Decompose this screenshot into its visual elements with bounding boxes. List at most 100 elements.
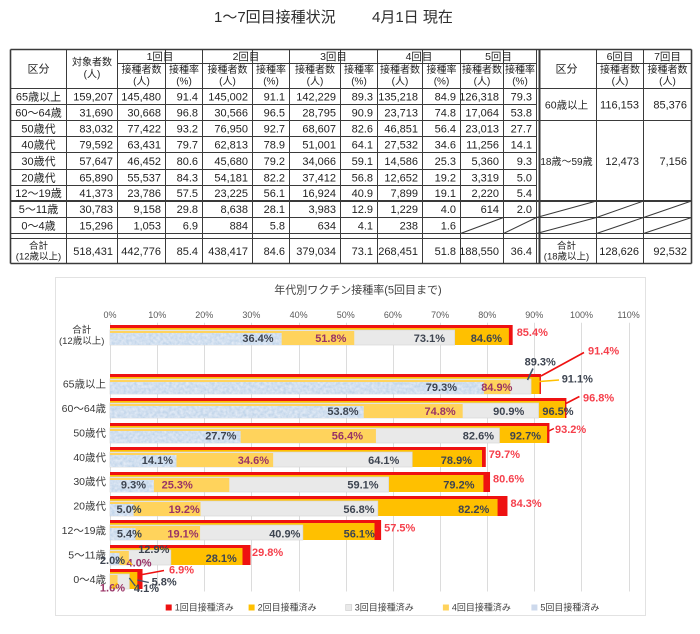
svg-text:3回目: 3回目 (320, 51, 347, 63)
svg-text:84.6%: 84.6% (471, 333, 502, 345)
svg-text:30,783: 30,783 (79, 204, 113, 216)
svg-text:379,034: 379,034 (296, 246, 336, 258)
svg-text:30,566: 30,566 (214, 108, 248, 120)
svg-text:27.7%: 27.7% (205, 431, 236, 443)
svg-text:65,890: 65,890 (79, 172, 113, 184)
svg-text:116,153: 116,153 (600, 100, 639, 112)
svg-text:(人): (人) (307, 76, 324, 88)
svg-text:28.1%: 28.1% (206, 553, 237, 565)
svg-text:6.9: 6.9 (183, 220, 198, 232)
svg-text:11,256: 11,256 (466, 139, 499, 151)
svg-text:29.8: 29.8 (177, 204, 198, 216)
svg-text:(人): (人) (133, 76, 150, 88)
svg-text:84.3%: 84.3% (511, 498, 542, 510)
svg-text:128,626: 128,626 (599, 246, 639, 258)
svg-text:73.1: 73.1 (352, 246, 373, 258)
svg-text:40%: 40% (290, 310, 308, 320)
svg-text:接種率: 接種率 (344, 63, 374, 76)
svg-text:79.7: 79.7 (177, 139, 198, 151)
svg-text:51.8: 51.8 (435, 246, 456, 258)
svg-text:100%: 100% (570, 310, 593, 320)
svg-text:60〜64歳: 60〜64歳 (62, 403, 107, 415)
svg-text:51.8%: 51.8% (315, 333, 346, 345)
svg-text:70%: 70% (431, 310, 449, 320)
svg-text:接種者数: 接種者数 (122, 63, 162, 76)
svg-text:65歳以上: 65歳以上 (16, 91, 61, 104)
svg-text:159,207: 159,207 (73, 92, 113, 104)
svg-text:36.4%: 36.4% (242, 333, 273, 345)
svg-text:34.6: 34.6 (435, 139, 456, 151)
svg-text:40歳代: 40歳代 (73, 452, 106, 464)
svg-text:6回目: 6回目 (607, 51, 634, 63)
svg-text:77,422: 77,422 (127, 123, 161, 135)
svg-text:12,473: 12,473 (605, 156, 639, 168)
svg-text:82.6: 82.6 (352, 123, 373, 135)
svg-text:92.7%: 92.7% (510, 431, 541, 443)
svg-text:634: 634 (318, 220, 336, 232)
svg-text:0〜4歳: 0〜4歳 (73, 574, 106, 586)
svg-text:区分: 区分 (556, 63, 578, 76)
svg-text:79,592: 79,592 (79, 139, 113, 151)
svg-text:62,813: 62,813 (214, 139, 248, 151)
svg-text:12.9%: 12.9% (138, 544, 169, 556)
svg-text:84.3: 84.3 (177, 172, 198, 184)
svg-text:23,013: 23,013 (465, 123, 499, 135)
svg-text:年代別ワクチン接種率(5回目まで): 年代別ワクチン接種率(5回目まで) (274, 283, 441, 297)
svg-text:37,412: 37,412 (302, 172, 336, 184)
svg-text:93.2: 93.2 (177, 123, 198, 135)
svg-text:84.9: 84.9 (435, 92, 456, 104)
svg-text:12.9: 12.9 (352, 204, 373, 216)
svg-text:5.4: 5.4 (517, 188, 532, 200)
svg-text:51,001: 51,001 (302, 139, 336, 151)
svg-text:40.9%: 40.9% (269, 528, 300, 540)
svg-text:89.3: 89.3 (352, 92, 373, 104)
svg-text:(人): (人) (659, 76, 676, 88)
svg-text:438,417: 438,417 (208, 246, 248, 258)
svg-text:36.4: 36.4 (511, 246, 532, 258)
svg-text:14,586: 14,586 (384, 156, 418, 168)
svg-text:60歳以上: 60歳以上 (545, 100, 588, 112)
svg-text:30%: 30% (242, 310, 260, 320)
svg-text:40歳代: 40歳代 (21, 138, 55, 151)
svg-text:接種者数: 接種者数 (600, 63, 640, 76)
svg-text:20%: 20% (195, 310, 213, 320)
svg-text:82.2%: 82.2% (458, 504, 489, 516)
svg-text:接種者数: 接種者数 (380, 63, 420, 76)
svg-text:518,431: 518,431 (73, 246, 113, 258)
svg-text:56.8: 56.8 (352, 172, 373, 184)
svg-text:91.4: 91.4 (177, 92, 198, 104)
svg-text:89.3%: 89.3% (525, 357, 556, 369)
svg-text:(人): (人) (612, 76, 629, 88)
svg-text:9.3: 9.3 (517, 156, 532, 168)
svg-text:4回目: 4回目 (406, 51, 433, 63)
svg-text:83,032: 83,032 (79, 123, 113, 135)
svg-text:145,480: 145,480 (121, 92, 161, 104)
svg-text:3回目接種済み: 3回目接種済み (355, 602, 414, 613)
svg-text:6.9%: 6.9% (169, 565, 194, 577)
svg-text:2.0%: 2.0% (100, 555, 125, 567)
svg-text:56.4%: 56.4% (332, 431, 363, 443)
svg-text:80.6%: 80.6% (493, 474, 524, 486)
svg-text:28.1: 28.1 (264, 204, 285, 216)
svg-text:78.9%: 78.9% (441, 455, 472, 467)
svg-text:2,220: 2,220 (471, 188, 499, 200)
svg-text:188,550: 188,550 (459, 246, 499, 258)
svg-text:5.0: 5.0 (517, 172, 532, 184)
svg-text:82.2: 82.2 (264, 172, 285, 184)
svg-text:16,924: 16,924 (302, 188, 336, 200)
svg-text:(%): (%) (263, 77, 279, 88)
svg-text:50歳代: 50歳代 (21, 122, 55, 135)
svg-text:接種者数: 接種者数 (208, 63, 248, 76)
svg-text:84.6: 84.6 (264, 246, 285, 258)
svg-text:84.9%: 84.9% (481, 382, 512, 394)
svg-text:(%): (%) (434, 77, 450, 88)
svg-text:2回目: 2回目 (233, 51, 260, 63)
svg-text:23,225: 23,225 (214, 188, 248, 200)
svg-text:135,218: 135,218 (378, 92, 418, 104)
svg-text:(人): (人) (392, 76, 409, 88)
svg-text:接種者数: 接種者数 (462, 63, 502, 76)
svg-text:76,950: 76,950 (214, 123, 248, 135)
svg-text:接種者数: 接種者数 (648, 63, 688, 76)
svg-text:442,776: 442,776 (121, 246, 161, 258)
svg-text:5.8%: 5.8% (152, 577, 177, 589)
